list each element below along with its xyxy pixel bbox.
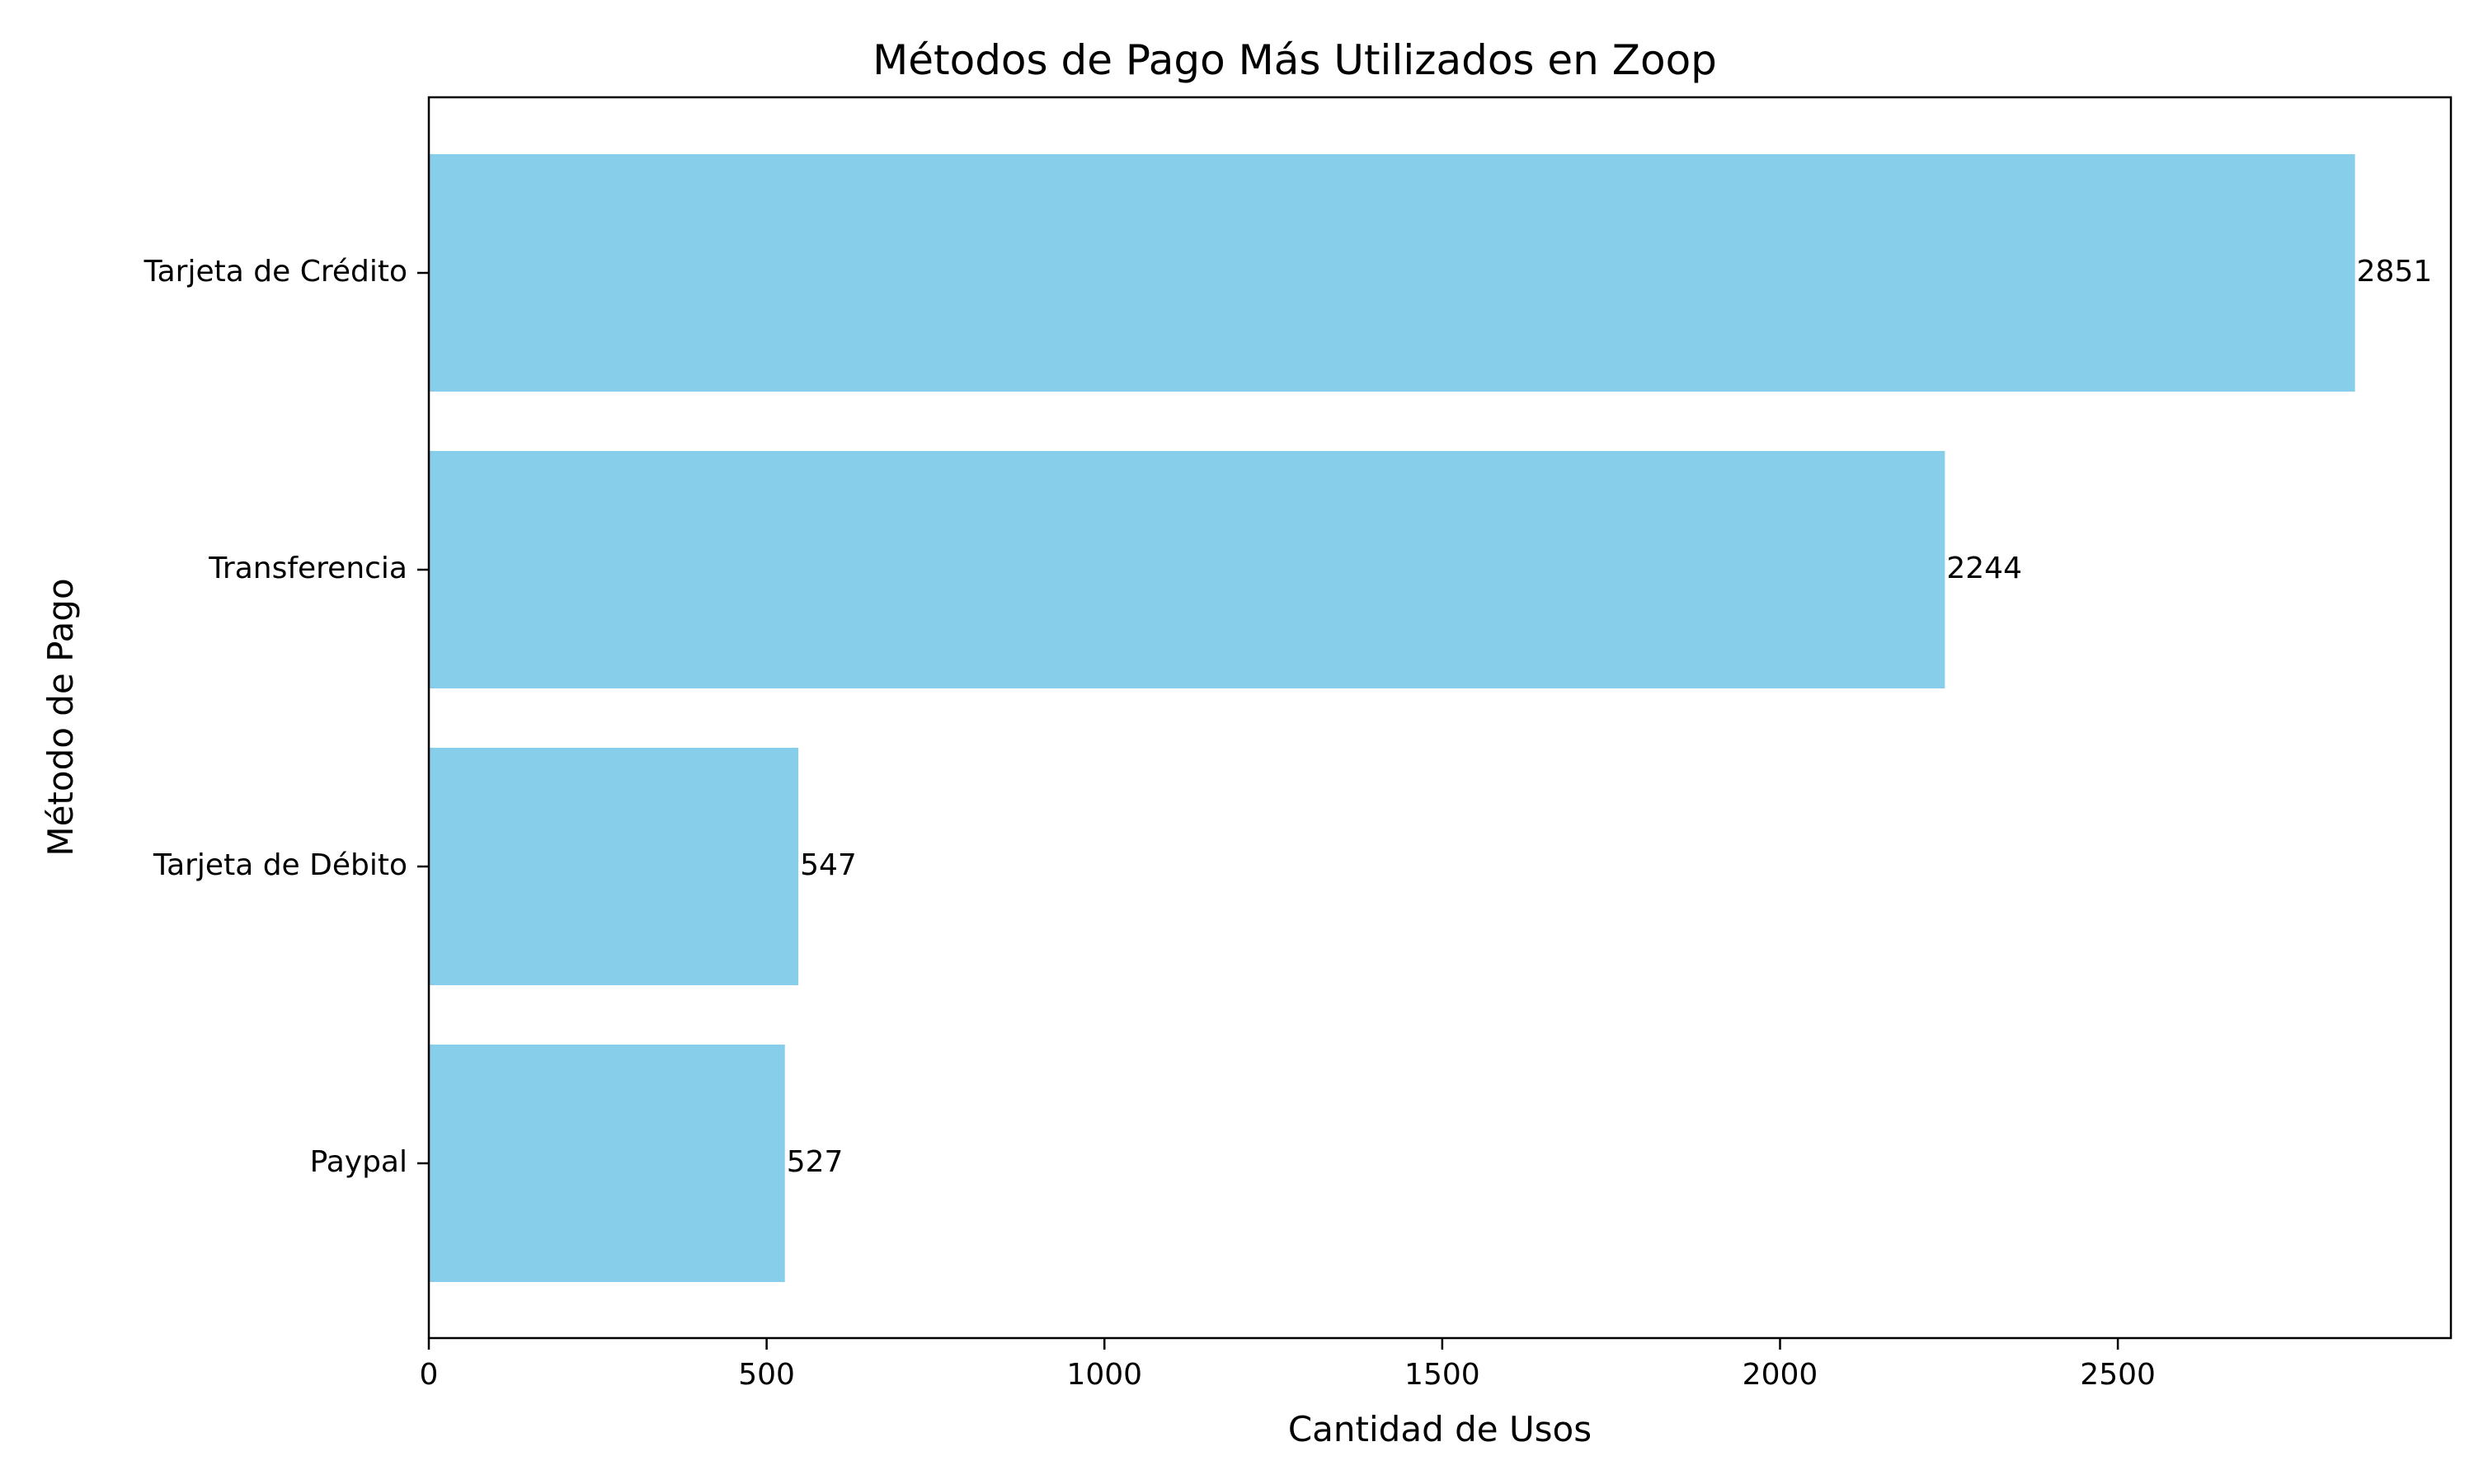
bar-tarjeta-de-debito (429, 748, 799, 985)
bar-tarjeta-de-credito (429, 154, 2355, 392)
y-axis-label: Método de Pago (40, 578, 81, 856)
x-tick-label-500: 500 (738, 1358, 795, 1392)
value-label-paypal: 527 (787, 1145, 844, 1179)
value-labels-group: 2851 2244 547 527 (787, 255, 2433, 1179)
y-axis-ticks: Tarjeta de Crédito Transferencia Tarjeta d… (143, 255, 429, 1179)
y-tick-label-tarjeta-de-debito: Tarjeta de Débito (153, 848, 407, 882)
value-label-transferencia: 2244 (1946, 552, 2022, 585)
x-tick-label-2000: 2000 (1743, 1358, 1818, 1392)
chart-title: Métodos de Pago Más Utilizados en Zoop (872, 36, 1717, 84)
y-tick-label-transferencia: Transferencia (208, 552, 407, 585)
bar-transferencia (429, 451, 1945, 688)
bar-paypal (429, 1045, 785, 1282)
value-label-tarjeta-de-credito: 2851 (2357, 255, 2433, 289)
x-axis-ticks: 0 500 1000 1500 2000 2500 (420, 1338, 2156, 1392)
x-axis-label: Cantidad de Usos (1288, 1409, 1592, 1449)
bars-group (429, 154, 2355, 1282)
value-label-tarjeta-de-debito: 547 (800, 848, 857, 882)
y-tick-label-paypal: Paypal (310, 1145, 407, 1179)
plot-frame (427, 96, 2453, 1340)
x-tick-label-2500: 2500 (2080, 1358, 2156, 1392)
x-tick-label-1000: 1000 (1066, 1358, 1142, 1392)
x-tick-label-1500: 1500 (1404, 1358, 1480, 1392)
x-tick-label-0: 0 (420, 1358, 439, 1392)
y-tick-label-tarjeta-de-credito: Tarjeta de Crédito (143, 255, 407, 289)
